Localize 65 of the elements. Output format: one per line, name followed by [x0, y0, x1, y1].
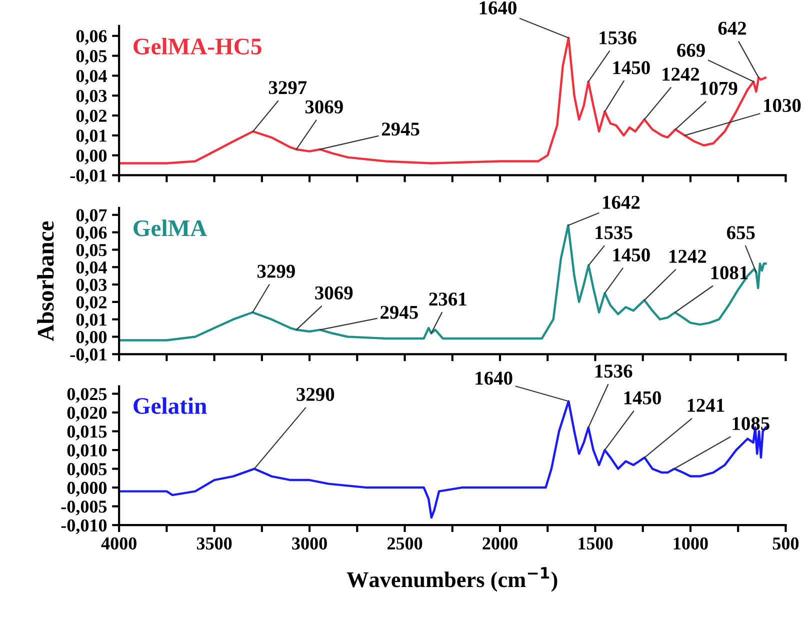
- annotation: 3299: [257, 264, 295, 278]
- y-tick-label: 0,025: [67, 388, 107, 403]
- y-tick-label: 0,06: [76, 226, 107, 242]
- text: GelMA-HC5: [134, 38, 262, 54]
- y-tick-label: 0,01: [76, 130, 106, 144]
- y-tick-label: 0,05: [76, 244, 107, 259]
- annotation: 1450: [613, 61, 650, 74]
- y-tick-label: 0,05: [76, 50, 107, 65]
- y-tick-label: 0,005: [67, 463, 107, 478]
- y-tick-label: 0,00: [76, 150, 107, 164]
- y-tick-label: 0,010: [67, 444, 107, 460]
- x-axis-title: Wavenumbers (cm$^{−1}$): [346, 567, 558, 592]
- text: GelMA: [134, 220, 207, 236]
- annotation: 1030: [764, 98, 801, 112]
- annotation: 669: [677, 44, 705, 57]
- annotation: 2361: [429, 292, 466, 306]
- annotation: 1536: [600, 31, 636, 44]
- x-tick-label: 500: [772, 537, 799, 550]
- annotation: 642: [718, 22, 746, 35]
- y-tick-label: 0,07: [76, 209, 107, 224]
- annotation: 2945: [382, 122, 420, 136]
- annotation: 1079: [700, 82, 738, 95]
- annotation: 655: [726, 226, 755, 240]
- y-tick-label: -0,005: [61, 500, 107, 516]
- annotation: 1536: [595, 364, 632, 378]
- annotation: 1642: [603, 196, 640, 209]
- annotation: 1640: [480, 1, 516, 14]
- annotation: 3069: [305, 100, 343, 114]
- y-tick-label: 0,03: [76, 90, 107, 105]
- y-tick-label: 0,00: [76, 331, 107, 346]
- y-tick-label: 0,015: [67, 426, 107, 440]
- annotation: 1241: [688, 398, 724, 412]
- annotation: 1242: [662, 68, 700, 81]
- annotation: 1081: [711, 266, 748, 280]
- annotation: 1450: [624, 391, 661, 404]
- y-tick-label: 0,04: [76, 70, 107, 85]
- x-tick-label: 4000: [101, 537, 136, 550]
- annotation: 3069: [315, 286, 353, 300]
- y-tick-label: 0,000: [67, 482, 107, 497]
- x-tick-label: 3500: [196, 537, 232, 550]
- annotation: 1242: [670, 250, 706, 263]
- y-tick-label: 0,04: [76, 261, 107, 276]
- x-tick-label: 2500: [387, 537, 422, 550]
- x-tick-label: 3000: [292, 537, 327, 550]
- y-tick-label: 0,02: [76, 296, 106, 311]
- y-tick-label: -0,01: [70, 169, 106, 184]
- y-tick-label: 0,02: [76, 110, 106, 125]
- annotation: 3290: [296, 388, 334, 401]
- y-tick-label: 0,01: [76, 314, 106, 328]
- text: Gelatin: [134, 397, 207, 414]
- y-tick-label: 0,06: [76, 30, 107, 45]
- y-tick-label: 0,03: [76, 278, 107, 294]
- y-tick-label: -0,010: [61, 519, 107, 534]
- annotation: 2945: [380, 306, 418, 319]
- y-tick-label: 0,020: [67, 406, 107, 422]
- x-tick-label: 1000: [674, 537, 708, 550]
- x-tick-label: 2000: [482, 537, 518, 550]
- annotation: 1450: [613, 248, 650, 262]
- annotation: 3297: [268, 81, 307, 94]
- y-axis-title: Absorbance: [37, 221, 54, 342]
- annotation: 1640: [476, 372, 512, 385]
- annotation: 1535: [596, 226, 632, 240]
- y-tick-label: -0,01: [70, 348, 106, 364]
- annotation: 1085: [732, 416, 770, 430]
- x-tick-label: 1500: [578, 537, 613, 550]
